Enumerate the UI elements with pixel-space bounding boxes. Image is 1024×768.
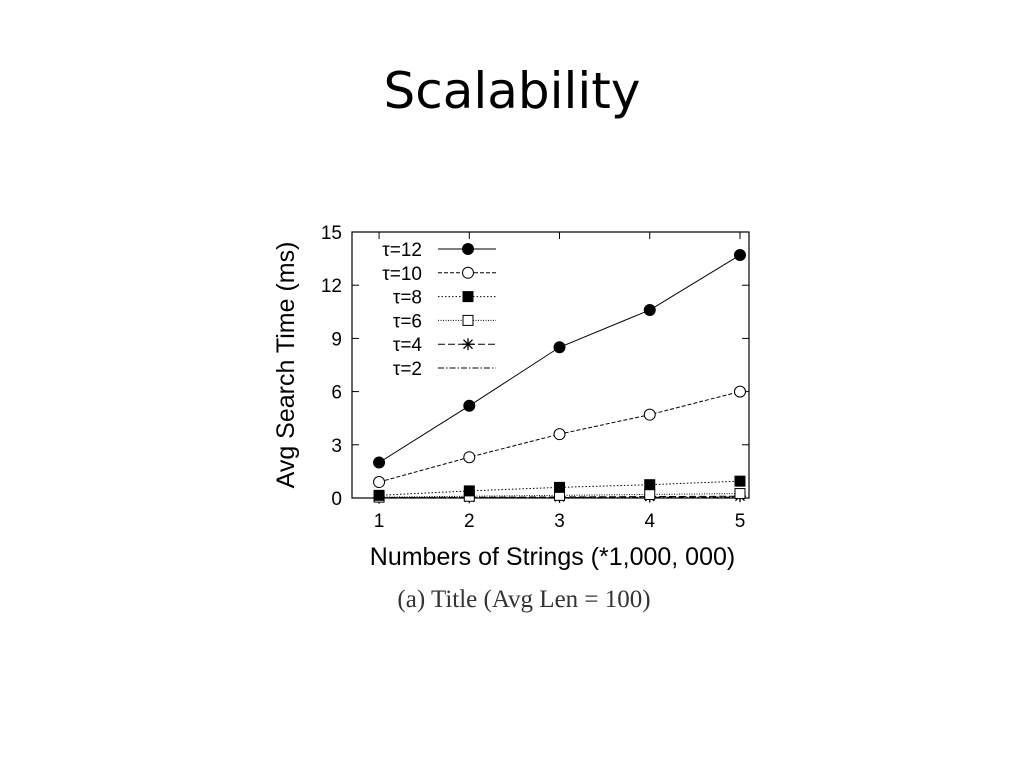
y-tick-label: 6 xyxy=(331,383,342,404)
legend-label: τ=8 xyxy=(393,288,422,309)
x-tick-label: 3 xyxy=(554,511,565,532)
data-point-series-3 xyxy=(734,475,746,487)
legend-marker xyxy=(462,338,474,351)
plot-frame xyxy=(351,231,750,499)
y-tick-label: 3 xyxy=(331,436,342,457)
legend-label: τ=4 xyxy=(393,335,423,356)
legend-marker xyxy=(462,314,474,326)
data-point-series-4 xyxy=(734,488,746,500)
data-point-series-3 xyxy=(644,479,656,491)
legend-label: τ=6 xyxy=(393,311,422,332)
y-tick-label: 12 xyxy=(321,276,342,297)
legend: τ=12 τ=10 τ=8τ=6 τ=4 τ=2 xyxy=(382,240,496,380)
data-point-series-3 xyxy=(463,485,475,497)
x-tick-label: 1 xyxy=(374,511,385,532)
data-point-series-1 xyxy=(643,304,656,317)
data-point-series-1 xyxy=(463,399,476,412)
legend-label: τ=10 xyxy=(382,264,422,285)
data-point-series-2 xyxy=(373,476,386,489)
data-point-series-4 xyxy=(644,488,656,500)
y-tick-label: 15 xyxy=(321,223,342,244)
data-point-series-1 xyxy=(373,456,386,469)
slide-title: Scalability xyxy=(383,62,641,120)
data-point-series-1 xyxy=(733,249,746,262)
y-tick-label: 9 xyxy=(331,329,342,350)
y-tick-label: 0 xyxy=(331,489,342,510)
data-point-series-3 xyxy=(373,489,385,501)
legend-marker xyxy=(462,291,474,303)
legend-label: τ=12 xyxy=(382,240,422,261)
x-tick-label: 5 xyxy=(735,511,746,532)
data-point-series-2 xyxy=(553,428,566,441)
legend-label: τ=2 xyxy=(393,359,422,380)
data-point-series-2 xyxy=(733,385,746,398)
legend-marker xyxy=(462,266,474,279)
x-axis-label: Numbers of Strings (*1,000, 000) xyxy=(370,543,735,571)
data-point-series-2 xyxy=(463,451,476,464)
figure-caption: (a) Title (Avg Len = 100) xyxy=(397,586,651,613)
y-axis-label: Avg Search Time (ms) xyxy=(272,242,300,489)
data-point-series-2 xyxy=(643,408,656,421)
legend-marker xyxy=(462,243,474,255)
x-tick-label: 2 xyxy=(464,511,475,532)
asterisk-stroke xyxy=(463,339,473,350)
x-tick-label: 4 xyxy=(644,511,655,532)
data-point-series-1 xyxy=(553,341,566,354)
series-line-3 xyxy=(379,480,740,496)
data-point-series-3 xyxy=(554,481,566,493)
